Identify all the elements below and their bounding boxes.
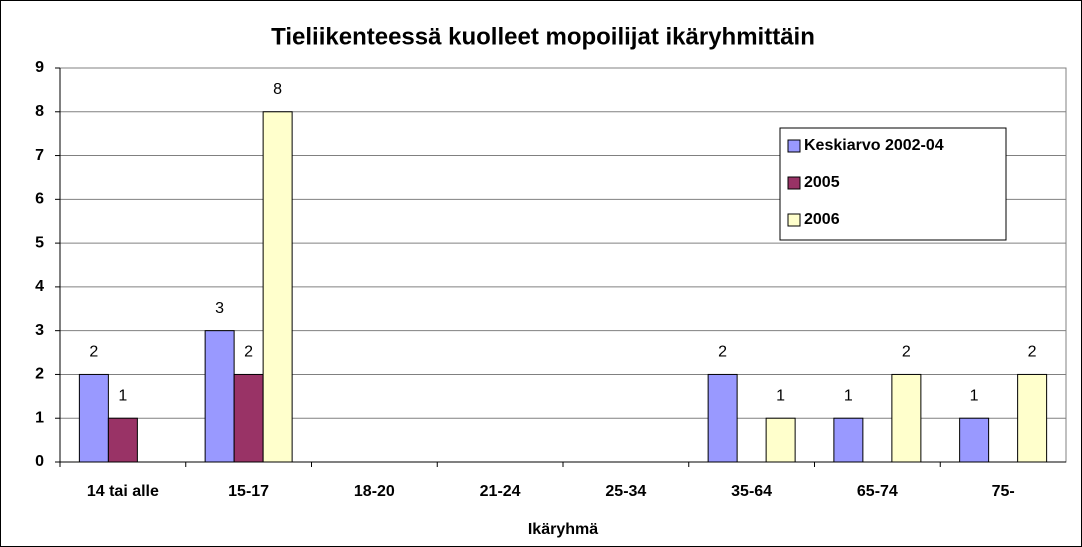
data-label: 3 [215, 300, 224, 317]
legend [779, 127, 1007, 241]
data-label: 1 [118, 387, 127, 404]
x-tick-label: 15-17 [228, 483, 269, 500]
bar [959, 417, 990, 463]
x-tick-label: 21-24 [480, 483, 521, 500]
y-tick-label: 8 [35, 103, 44, 120]
bar [262, 111, 293, 463]
x-tick-label: 75- [992, 483, 1015, 500]
data-label: 2 [902, 344, 911, 361]
x-tick-label: 14 tai alle [87, 483, 159, 500]
data-label: 2 [1028, 344, 1037, 361]
x-tick-label: 18-20 [354, 483, 395, 500]
bar [204, 330, 235, 463]
bar [833, 417, 864, 463]
y-tick-label: 3 [35, 322, 44, 339]
legend-label: 2006 [804, 211, 840, 228]
x-tick-label: 25-34 [605, 483, 646, 500]
legend-swatch [787, 213, 801, 227]
legend-label: Keskiarvo 2002-04 [804, 137, 944, 154]
data-label: 8 [273, 81, 282, 98]
bar [765, 417, 796, 463]
data-label: 1 [776, 387, 785, 404]
bar [107, 417, 138, 463]
bar [707, 373, 738, 463]
bar [233, 373, 264, 463]
bar [891, 373, 922, 463]
data-label: 1 [844, 387, 853, 404]
y-tick-label: 6 [35, 191, 44, 208]
bar [78, 373, 109, 463]
data-label: 2 [718, 344, 727, 361]
x-axis-label: Ikäryhmä [528, 521, 598, 538]
legend-label: 2005 [804, 174, 840, 191]
legend-swatch [787, 176, 801, 190]
data-label: 2 [244, 344, 253, 361]
bar [1017, 373, 1048, 463]
y-tick-label: 5 [35, 234, 44, 251]
y-tick-label: 9 [35, 59, 44, 76]
data-label: 1 [970, 387, 979, 404]
legend-swatch [787, 139, 801, 153]
y-tick-label: 0 [35, 453, 44, 470]
data-label: 2 [89, 344, 98, 361]
y-tick-label: 2 [35, 366, 44, 383]
y-tick-label: 1 [35, 409, 44, 426]
y-tick-label: 4 [35, 278, 44, 295]
y-tick-label: 7 [35, 147, 44, 164]
x-tick-label: 65-74 [857, 483, 898, 500]
x-tick-label: 35-64 [731, 483, 772, 500]
chart-title: Tieliikenteessä kuolleet mopoilijat ikär… [271, 23, 815, 50]
